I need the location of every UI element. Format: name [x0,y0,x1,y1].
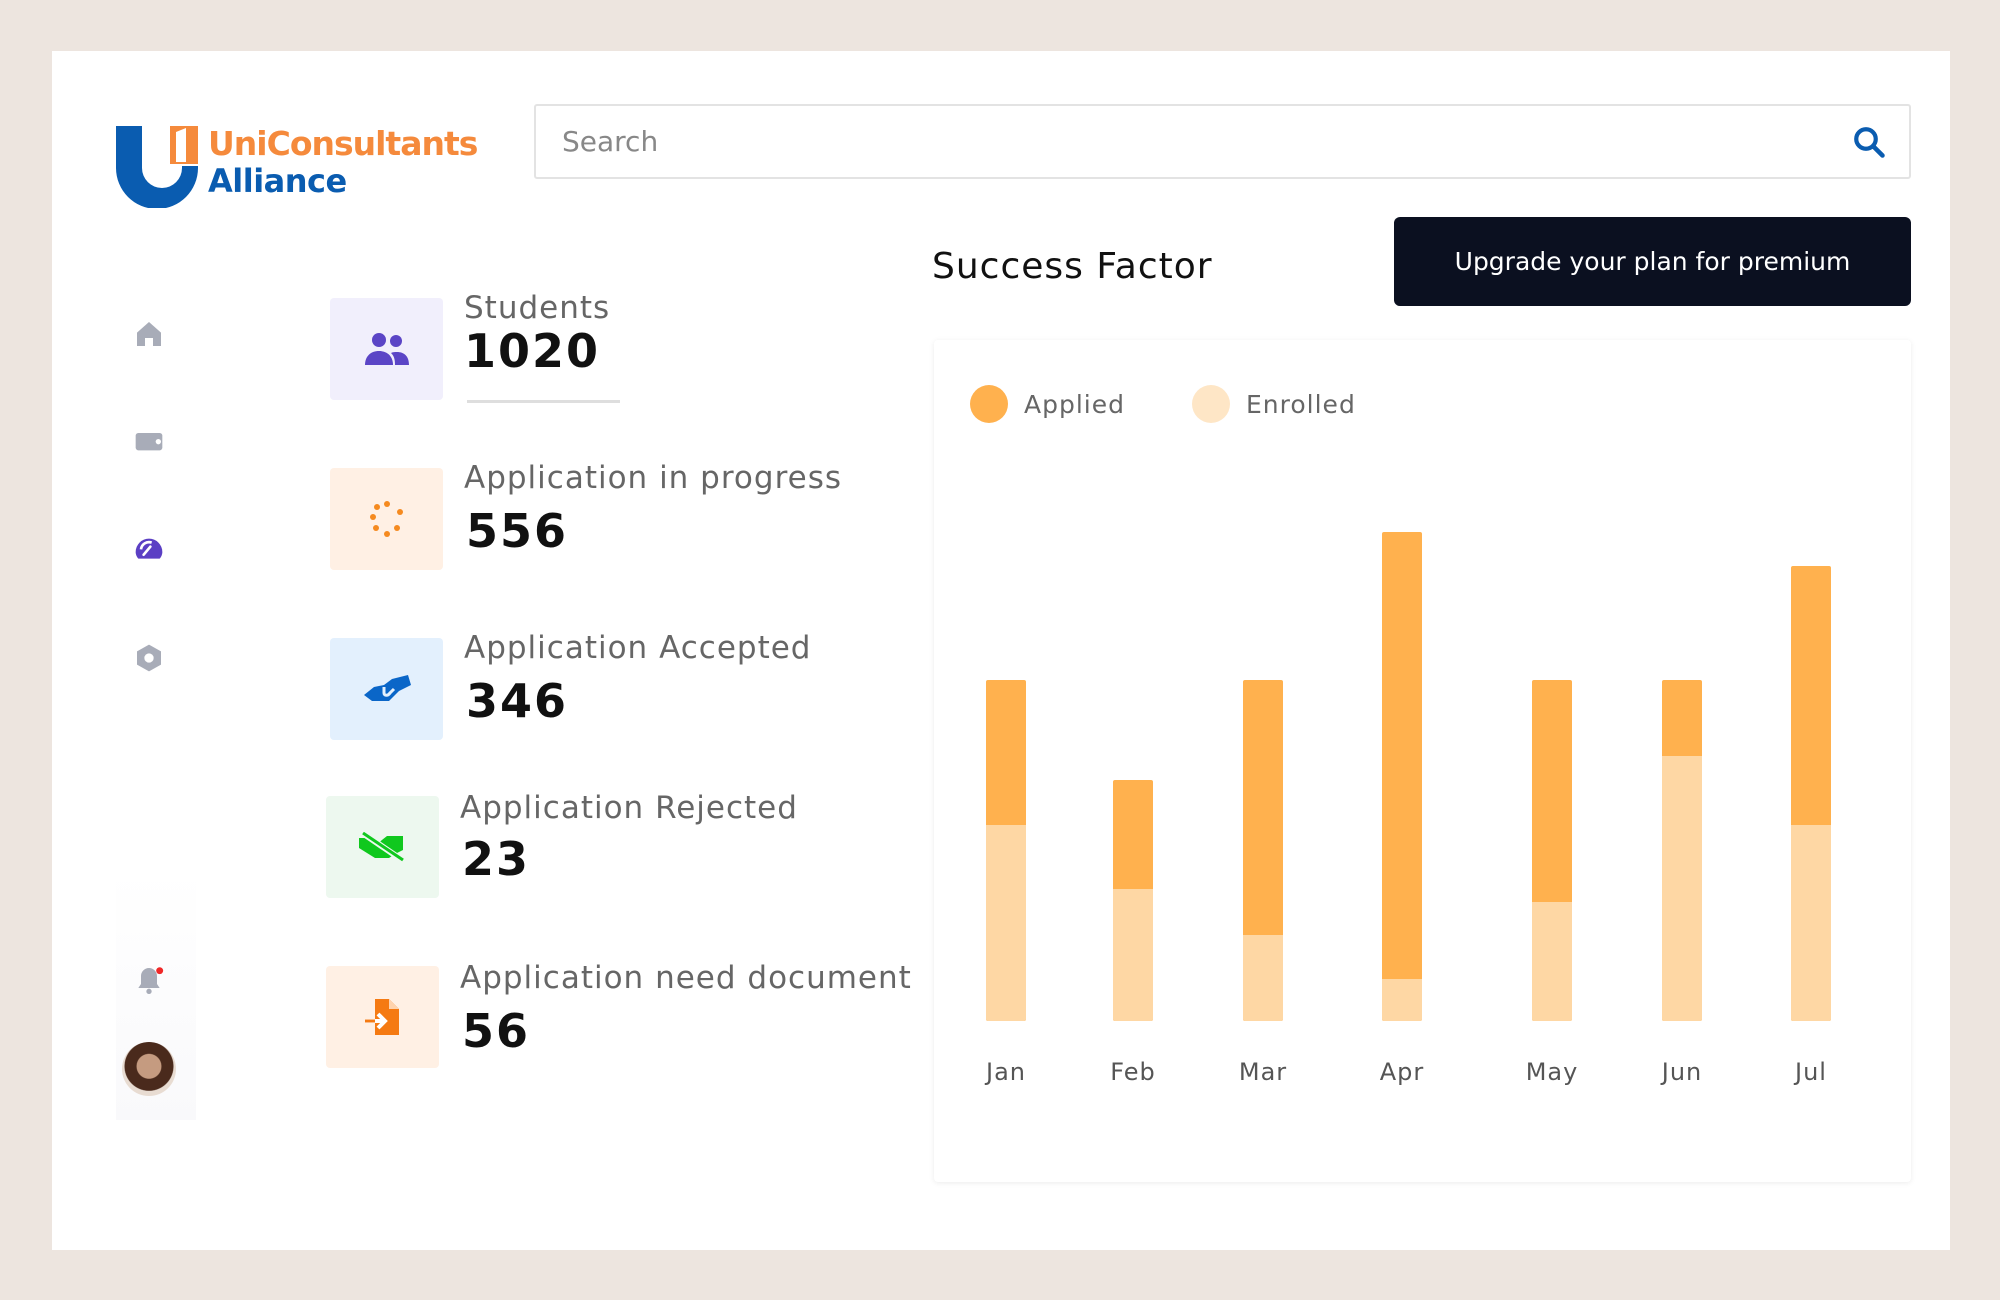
legend-applied: Applied [970,385,1125,423]
stat-label-students: Students [464,290,611,326]
logo-mark-icon [116,126,198,209]
avatar[interactable] [122,1042,176,1096]
bar-enrolled-feb[interactable] [1113,888,1153,1021]
stat-label-in-progress: Application in progress [464,460,843,496]
legend-label: Applied [1024,389,1125,419]
rejected-icon-box [326,796,439,898]
document-icon-box [326,966,439,1068]
logo-text-secondary: Alliance [208,162,347,200]
stat-value-need-document: 56 [462,1004,531,1058]
x-tick-label: Apr [1379,1058,1425,1086]
upgrade-plan-button[interactable]: Upgrade your plan for premium [1394,217,1911,306]
spinner-icon [369,501,403,537]
search-icon[interactable] [1851,124,1887,160]
x-tick-label: May [1525,1058,1579,1086]
wallet-icon[interactable] [133,425,165,457]
chart-panel: Applied Enrolled Jan Feb Mar Apr May Jun Jul [934,340,1911,1182]
notification-icon[interactable] [133,964,165,996]
stat-value-rejected: 23 [462,832,531,886]
legend-enrolled: Enrolled [1192,385,1356,423]
users-icon [364,333,409,365]
bar-enrolled-may[interactable] [1532,902,1572,1021]
x-tick-label: Jul [1795,1058,1827,1086]
stat-label-accepted: Application Accepted [464,630,812,666]
bar-enrolled-jun[interactable] [1662,756,1702,1021]
chart-title: Success Factor [932,246,1213,287]
bar-enrolled-apr[interactable] [1382,978,1422,1021]
stat-label-rejected: Application Rejected [460,790,798,826]
divider [467,400,620,403]
stat-value-in-progress: 556 [466,504,569,558]
dashboard-icon[interactable] [133,532,165,564]
x-tick-label: Feb [1110,1058,1156,1086]
file-import-icon [364,999,399,1035]
search-bar [534,104,1911,179]
bar-applied-apr[interactable] [1382,532,1422,1021]
accepted-icon-box [330,638,443,740]
bar-enrolled-jan[interactable] [986,824,1026,1021]
x-tick-label: Jan [986,1058,1026,1086]
handshake-icon [363,675,411,701]
stat-label-need-document: Application need document [460,960,912,996]
home-icon[interactable] [133,318,165,350]
logo[interactable]: UniConsultants Alliance [116,122,478,209]
stat-value-accepted: 346 [466,674,569,728]
x-tick-label: Jun [1661,1058,1703,1086]
bar-enrolled-mar[interactable] [1243,934,1283,1021]
legend-label: Enrolled [1246,389,1356,419]
settings-icon[interactable] [133,642,165,674]
stat-value-students: 1020 [464,324,601,378]
students-icon-box [330,298,443,400]
legend-swatch-enrolled [1192,385,1230,423]
logo-text-primary: UniConsultants [208,124,478,163]
progress-icon-box [330,468,443,570]
x-tick-label: Mar [1238,1058,1288,1086]
search-input[interactable] [536,106,1909,177]
legend-swatch-applied [970,385,1008,423]
handshake-slash-icon [358,832,407,862]
bar-enrolled-jul[interactable] [1791,824,1831,1021]
